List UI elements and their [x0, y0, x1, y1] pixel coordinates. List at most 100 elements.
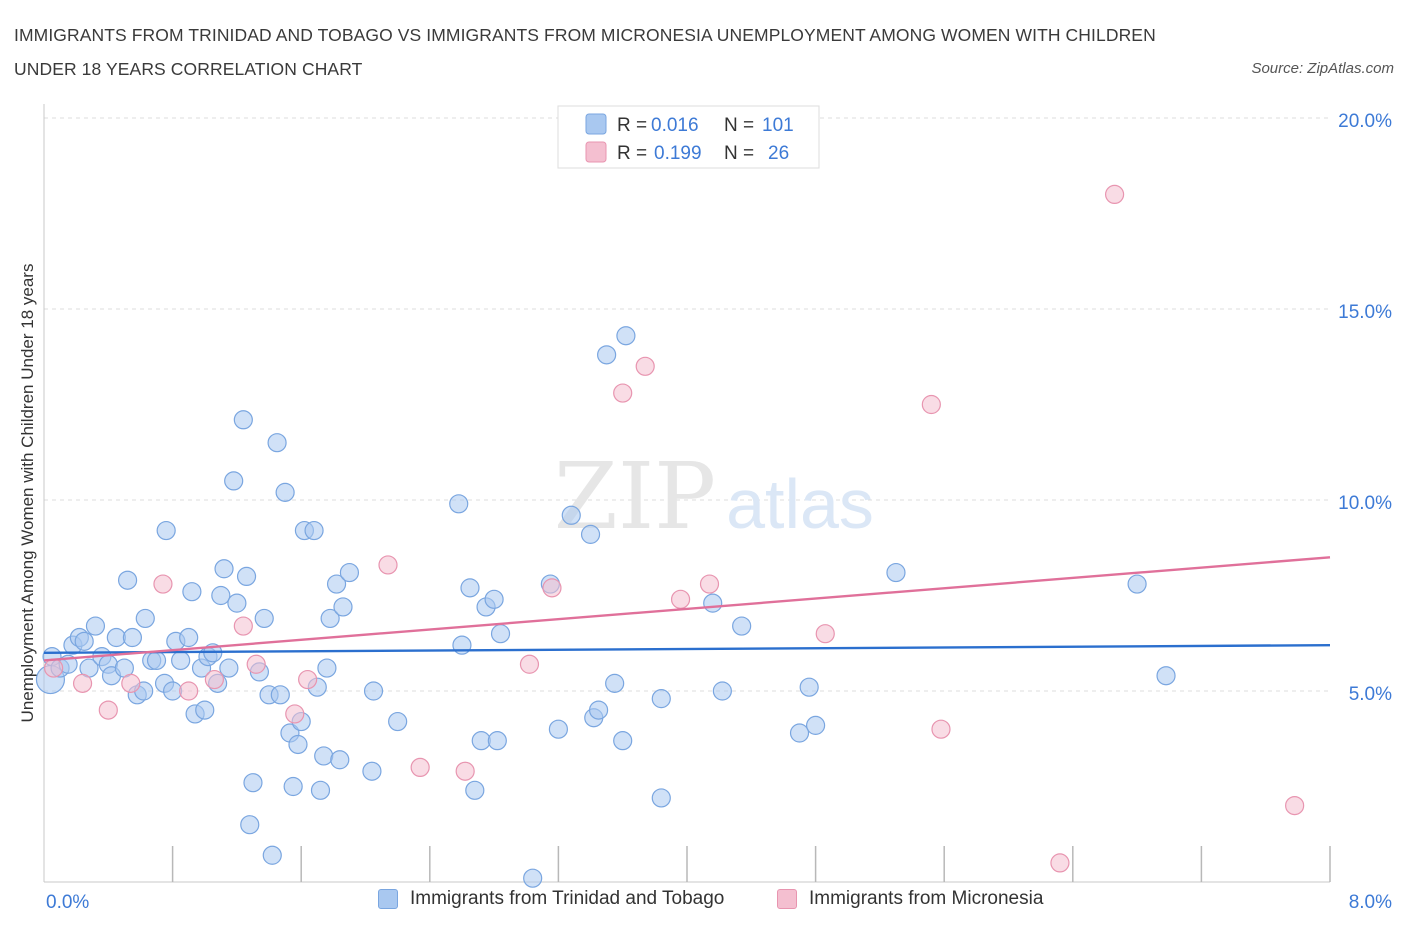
- trend-line-trinidad: [43, 643, 1331, 654]
- data-point-trinidad: [236, 566, 257, 587]
- x-tick-label-max: 8.0%: [1349, 892, 1392, 913]
- data-point-trinidad: [605, 673, 625, 693]
- data-point-micronesia: [44, 658, 64, 678]
- bottom-legend-label-trinidad: Immigrants from Trinidad and Tobago: [410, 888, 725, 909]
- source-label: Source: ZipAtlas.com: [1251, 60, 1394, 77]
- data-point-micronesia: [670, 589, 691, 609]
- data-point-trinidad: [651, 788, 671, 808]
- data-point-trinidad: [179, 627, 199, 648]
- data-point-trinidad: [288, 734, 308, 755]
- data-point-micronesia: [519, 654, 540, 674]
- data-point-trinidad: [460, 578, 480, 598]
- data-point-trinidad: [613, 731, 633, 751]
- data-point-trinidad: [219, 658, 239, 678]
- data-point-trinidad: [363, 681, 384, 701]
- data-point-trinidad: [163, 681, 183, 701]
- data-point-trinidad: [182, 582, 202, 602]
- data-point-trinidad: [317, 658, 337, 678]
- data-point-trinidad: [211, 585, 231, 606]
- legend-n-value-2: 26: [768, 143, 789, 164]
- bottom-legend: Immigrants from Trinidad and Tobago Immi…: [0, 888, 1406, 918]
- data-point-micronesia: [153, 574, 173, 594]
- data-point-trinidad: [227, 593, 247, 613]
- bottom-legend-item-micronesia: Immigrants from Micronesia: [777, 888, 1043, 910]
- data-point-trinidad: [214, 559, 234, 579]
- data-point-trinidad: [195, 700, 215, 720]
- data-point-trinidad: [799, 677, 819, 697]
- data-point-micronesia: [1050, 853, 1070, 873]
- bottom-legend-item-trinidad: Immigrants from Trinidad and Tobago: [378, 888, 724, 910]
- data-point-trinidad: [339, 562, 360, 583]
- data-point-micronesia: [455, 761, 475, 781]
- data-point-micronesia: [72, 673, 93, 693]
- y-tick-label: 15.0%: [1338, 302, 1392, 323]
- data-point-trinidad: [233, 410, 253, 430]
- data-point-trinidad: [616, 326, 636, 346]
- data-point-micronesia: [298, 669, 318, 690]
- legend-r-value-1: 0.016: [651, 115, 699, 136]
- legend-n-label-1: N =: [724, 115, 754, 136]
- data-point-trinidad: [333, 597, 353, 617]
- data-point-trinidad: [597, 345, 617, 365]
- y-tick-label: 5.0%: [1349, 684, 1392, 705]
- data-point-micronesia: [233, 616, 253, 636]
- data-point-trinidad: [362, 761, 382, 781]
- data-point-trinidad: [122, 627, 143, 648]
- trend-line-micronesia: [43, 556, 1331, 662]
- data-point-trinidad: [449, 494, 469, 514]
- data-point-trinidad: [314, 746, 334, 766]
- data-point-trinidad: [262, 845, 282, 865]
- watermark-zip: ZIP: [554, 443, 716, 550]
- data-point-trinidad: [304, 520, 324, 541]
- data-point-trinidad: [490, 624, 511, 644]
- data-point-micronesia: [1104, 184, 1125, 204]
- x-tick-label-min: 0.0%: [46, 892, 89, 913]
- data-point-trinidad: [651, 689, 671, 709]
- data-point-trinidad: [712, 681, 732, 701]
- y-tick-label: 10.0%: [1338, 493, 1392, 514]
- data-point-trinidad: [171, 650, 191, 671]
- data-point-micronesia: [542, 578, 562, 598]
- data-point-micronesia: [815, 624, 835, 644]
- data-point-trinidad: [548, 719, 569, 739]
- data-point-micronesia: [179, 681, 199, 701]
- data-point-trinidad: [732, 616, 752, 636]
- data-point-trinidad: [703, 593, 723, 613]
- data-point-trinidad: [243, 773, 263, 793]
- data-point-trinidad: [283, 776, 303, 797]
- data-point-trinidad: [156, 520, 176, 541]
- legend: R = 0.016 N = 101 R = 0.199 N = 26: [557, 105, 820, 169]
- legend-n-value-1: 101: [762, 115, 794, 136]
- data-point-trinidad: [561, 505, 581, 525]
- data-point-trinidad: [789, 723, 810, 743]
- data-point-trinidad: [275, 482, 295, 502]
- data-point-micronesia: [635, 356, 655, 376]
- legend-n-label-2: N =: [724, 143, 754, 164]
- data-point-trinidad: [224, 471, 244, 491]
- data-point-micronesia: [410, 757, 430, 778]
- y-axis-label: Unemployment Among Women with Children U…: [18, 264, 37, 723]
- data-point-trinidad: [523, 868, 543, 888]
- data-point-trinidad: [388, 711, 408, 732]
- data-point-trinidad: [330, 750, 350, 770]
- data-point-micronesia: [921, 394, 941, 415]
- data-point-micronesia: [613, 383, 633, 403]
- data-point-trinidad: [270, 685, 290, 705]
- data-point-trinidad: [135, 608, 155, 629]
- data-point-trinidad: [886, 562, 906, 583]
- data-point-micronesia: [699, 574, 720, 594]
- legend-swatch-micronesia: [777, 889, 797, 909]
- data-point-micronesia: [378, 555, 398, 575]
- data-point-trinidad: [1127, 574, 1147, 594]
- data-point-trinidad: [267, 433, 287, 453]
- data-point-trinidad: [1156, 666, 1176, 686]
- chart-title: IMMIGRANTS FROM TRINIDAD AND TOBAGO VS I…: [14, 25, 1156, 79]
- data-point-micronesia: [246, 654, 266, 674]
- bottom-legend-label-micronesia: Immigrants from Micronesia: [809, 888, 1044, 909]
- data-point-trinidad: [326, 574, 347, 594]
- data-point-trinidad: [320, 608, 340, 629]
- legend-r-value-2: 0.199: [654, 143, 702, 164]
- data-point-trinidad: [580, 524, 601, 544]
- legend-r-label-2: R =: [617, 143, 647, 164]
